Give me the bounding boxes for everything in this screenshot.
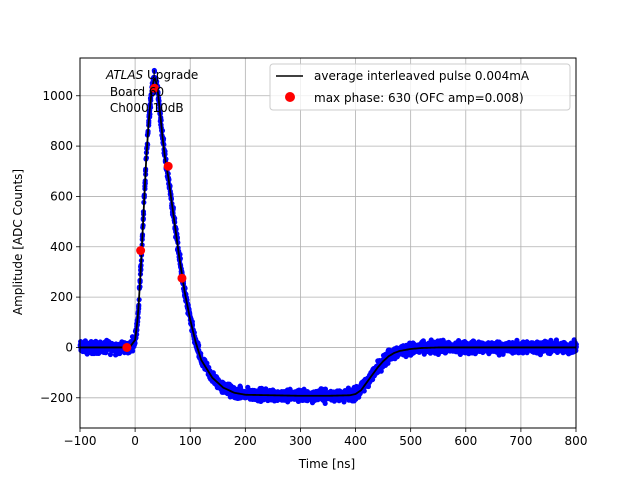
y-tick-label: −200 bbox=[40, 391, 73, 405]
max-phase-point bbox=[163, 161, 173, 171]
max-phase-point bbox=[177, 273, 187, 283]
annotation-upgrade: Upgrade bbox=[143, 68, 198, 82]
max-phase-points bbox=[122, 83, 187, 352]
legend-marker-swatch bbox=[285, 92, 295, 102]
max-phase-point bbox=[122, 342, 132, 352]
x-tick-label: −100 bbox=[64, 434, 97, 448]
sample-point bbox=[107, 351, 114, 358]
y-axis-label: Amplitude [ADC Counts] bbox=[11, 169, 25, 315]
x-tick-label: 800 bbox=[565, 434, 588, 448]
y-tick-label: 400 bbox=[50, 240, 73, 254]
annotation-channel: Ch000 10dB bbox=[106, 101, 184, 115]
svg-text:ATLAS Upgrade: ATLAS Upgrade bbox=[105, 68, 198, 82]
x-tick-label: 600 bbox=[454, 434, 477, 448]
max-phase-point bbox=[149, 83, 159, 93]
x-tick-label: 300 bbox=[289, 434, 312, 448]
x-tick-label: 400 bbox=[344, 434, 367, 448]
y-tick-label: 600 bbox=[50, 189, 73, 203]
x-axis-ticks: −100 0 100 200 300 400 500 600 700 800 bbox=[64, 428, 588, 448]
legend-box bbox=[269, 63, 571, 111]
x-tick-label: 200 bbox=[234, 434, 257, 448]
y-tick-label: 1000 bbox=[42, 89, 73, 103]
annotation-board: Board 60 bbox=[106, 85, 164, 99]
legend-label-max-phase: max phase: 630 (OFC amp=0.008) bbox=[314, 91, 524, 105]
average-pulse-path bbox=[80, 77, 576, 397]
y-tick-label: 200 bbox=[50, 290, 73, 304]
x-tick-label: 500 bbox=[399, 434, 422, 448]
x-tick-label: 700 bbox=[509, 434, 532, 448]
annotation-atlas: ATLAS bbox=[105, 68, 144, 82]
max-phase-point bbox=[136, 246, 146, 256]
average-pulse-line bbox=[80, 77, 576, 397]
y-tick-label: 0 bbox=[65, 340, 73, 354]
legend-label-average: average interleaved pulse 0.004mA bbox=[314, 69, 530, 83]
sample-point bbox=[361, 388, 367, 394]
y-tick-label: 800 bbox=[50, 139, 73, 153]
sample-point bbox=[151, 68, 158, 74]
legend: average interleaved pulse 0.004mA max ph… bbox=[269, 63, 571, 111]
x-axis-label: Time [ns] bbox=[298, 457, 355, 471]
x-tick-label: 0 bbox=[131, 434, 139, 448]
x-tick-label: 100 bbox=[179, 434, 202, 448]
y-axis-ticks: −200 0 200 400 600 800 1000 bbox=[40, 89, 80, 405]
sample-point bbox=[130, 348, 136, 354]
plot-frame bbox=[79, 57, 577, 429]
atlas-annotation: ATLAS Upgrade Board 60 Ch000 10dB bbox=[105, 68, 198, 115]
